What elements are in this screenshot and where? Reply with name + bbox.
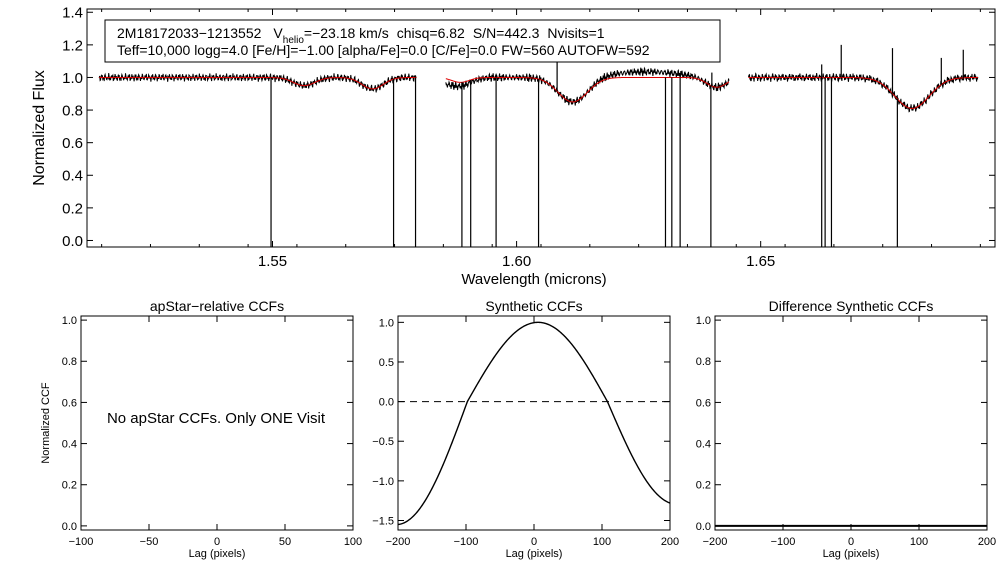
- synthetic-ccf-ytick-label: 0.5: [379, 357, 394, 369]
- vhelio-subscript: helio: [283, 35, 305, 46]
- spectrum-xtick-label: 1.65: [746, 253, 775, 270]
- snr-value: S/N=442.3: [473, 25, 540, 41]
- apstar-ccf-title: apStar−relative CCFs: [150, 298, 284, 314]
- difference-ccf-panel: Difference Synthetic CCFs −200 −100 0 100 20…: [696, 298, 996, 560]
- model-spectrum-chip-3: [748, 76, 978, 109]
- synthetic-ccf-ytick-label: −0.5: [372, 436, 394, 448]
- synthetic-ccf-ytick-label: 1.0: [379, 317, 394, 329]
- chisq-value: chisq=6.82: [397, 25, 465, 41]
- spectrum-ytick-label: 1.4: [62, 5, 83, 22]
- synthetic-ccf-xtick-label: −200: [386, 536, 411, 548]
- apstar-ccf-ytick-label: 0.4: [62, 439, 77, 451]
- difference-ccf-ytick-label: 1.0: [696, 315, 711, 327]
- synthetic-ccf-series: [397, 321, 671, 526]
- info-line-1: 2M18172033−1213552 Vhelio=−23.18 km/s chis…: [117, 25, 605, 46]
- difference-ccf-ticks: −200 −100 0 100 200 0.0 0.2 0.4 0.6 0.8 1.0: [696, 315, 996, 548]
- spectrum-ylabel: Normalized Flux: [31, 70, 48, 186]
- synthetic-ccf-ticks: −200 −100 0 100 200 −1.5 −1.0 −0.5 0.0 0.5 1.0: [372, 316, 679, 548]
- synthetic-ccf-ytick-label: −1.5: [372, 515, 394, 527]
- spectrum-series: [98, 44, 979, 247]
- apstar-ccf-xtick-label: 50: [279, 536, 291, 548]
- vhelio-value: =−23.18 km/s: [304, 25, 389, 41]
- apstar-ccf-ytick-label: 0.2: [62, 480, 77, 492]
- synthetic-ccf-xtick-label: 200: [661, 536, 679, 548]
- difference-ccf-ytick-label: 0.6: [696, 397, 711, 409]
- spectrum-xtick-label: 1.55: [258, 253, 287, 270]
- difference-ccf-ytick-label: 0.2: [696, 480, 711, 492]
- apstar-ccf-xtick-label: 0: [214, 536, 220, 548]
- star-id: 2M18172033−1213552: [117, 25, 262, 41]
- spectrum-panel: 1.55 1.60 1.65 0.0 0.2 0.4 0.6 0.8 1.0 1.2 1.4 Nor…: [31, 5, 996, 288]
- apstar-ccf-ticks: −100 −50 0 50 100 0.0 0.2 0.4 0.6 0.8 1.0: [62, 315, 362, 548]
- difference-ccf-xtick-label: 200: [978, 536, 996, 548]
- apstar-ccf-xtick-label: 100: [344, 536, 362, 548]
- synthetic-ccf-curve: [397, 321, 671, 526]
- synthetic-ccf-panel: Synthetic CCFs −200 −100 0 100 200 −1.5 −1.0 −0…: [372, 298, 679, 560]
- apstar-ccf-ytick-label: 1.0: [62, 315, 77, 327]
- synthetic-ccf-title: Synthetic CCFs: [485, 298, 582, 314]
- difference-ccf-ytick-label: 0.0: [696, 521, 711, 533]
- difference-ccf-ytick-label: 0.8: [696, 356, 711, 368]
- spectrum-ytick-label: 1.2: [62, 37, 83, 54]
- spectrum-ticks: 1.55 1.60 1.65 0.0 0.2 0.4 0.6 0.8 1.0 1.2 1.4: [62, 5, 995, 270]
- synthetic-ccf-xlabel: Lag (pixels): [506, 548, 563, 560]
- vhelio-symbol: V: [273, 25, 283, 41]
- spectrum-ytick-label: 0.4: [62, 168, 83, 185]
- apstar-ccf-panel: apStar−relative CCFs −100 −50 0 50 100 0.0 0.2…: [40, 298, 362, 560]
- synthetic-ccf-xtick-label: 100: [593, 536, 611, 548]
- spectrum-ytick-label: 0.6: [62, 135, 83, 152]
- model-spectrum-chip-2: [445, 76, 730, 103]
- apstar-ccf-ytick-label: 0.8: [62, 356, 77, 368]
- spectrum-xlabel: Wavelength (microns): [461, 271, 606, 288]
- info-box-frame: [104, 19, 721, 63]
- difference-ccf-xlabel: Lag (pixels): [823, 548, 880, 560]
- synthetic-ccf-ytick-label: −1.0: [372, 476, 394, 488]
- synthetic-ccf-ytick-label: 0.0: [379, 397, 394, 409]
- apstar-ccf-xtick-label: −50: [140, 536, 159, 548]
- spectrum-axes-frame: [86, 8, 996, 248]
- spectrum-ytick-label: 0.0: [62, 233, 83, 250]
- apstar-ccf-ytick-label: 0.0: [62, 521, 77, 533]
- info-line-2: Teff=10,000 logg=4.0 [Fe/H]=−1.00 [alpha…: [117, 42, 650, 58]
- spectrum-ytick-label: 0.2: [62, 200, 83, 217]
- difference-ccf-xtick-label: 100: [910, 536, 928, 548]
- synthetic-ccf-xtick-label: −100: [454, 536, 479, 548]
- model-spectrum-chip-1: [99, 76, 417, 90]
- synthetic-ccf-xtick-label: 0: [531, 536, 537, 548]
- spectrum-xtick-label: 1.60: [502, 253, 531, 270]
- nvisits-value: Nvisits=1: [547, 25, 604, 41]
- apstar-ccf-ylabel: Normalized CCF: [40, 382, 52, 464]
- apstar-ccf-annotation: No apStar CCFs. Only ONE Visit: [107, 410, 326, 427]
- spectrum-ytick-label: 0.8: [62, 102, 83, 119]
- difference-ccf-xtick-label: −200: [703, 536, 728, 548]
- difference-ccf-title: Difference Synthetic CCFs: [769, 298, 934, 314]
- apstar-ccf-xtick-label: −100: [69, 536, 94, 548]
- spectrum-info-box: 2M18172033−1213552 Vhelio=−23.18 km/s chis…: [104, 19, 721, 63]
- spectrum-ytick-label: 1.0: [62, 70, 83, 87]
- difference-ccf-xtick-label: 0: [848, 536, 854, 548]
- apstar-ccf-xlabel: Lag (pixels): [189, 548, 246, 560]
- apstar-ccf-ytick-label: 0.6: [62, 397, 77, 409]
- observed-spectrum-chip-2: [445, 66, 730, 106]
- difference-ccf-ytick-label: 0.4: [696, 439, 711, 451]
- difference-ccf-xtick-label: −100: [771, 536, 796, 548]
